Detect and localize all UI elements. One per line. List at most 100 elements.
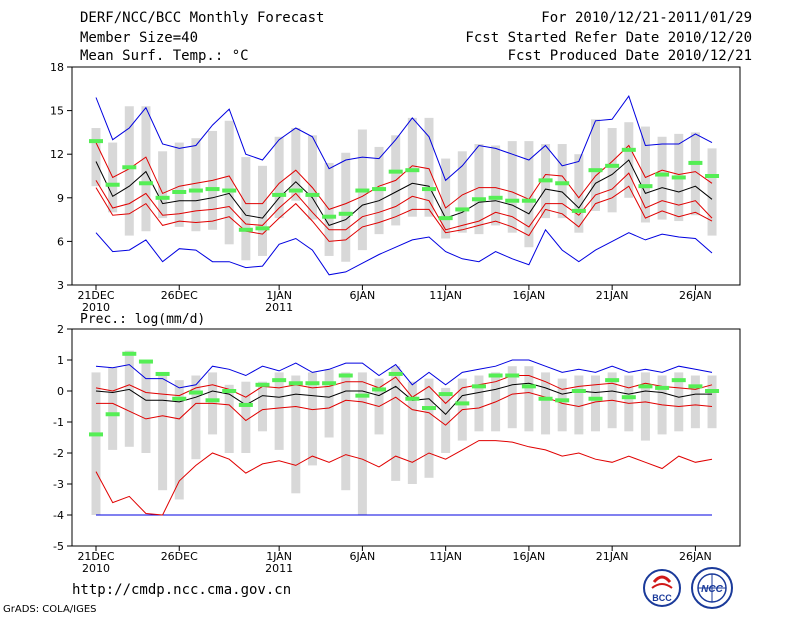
- temp-observed-marker: [172, 189, 187, 194]
- prec-variable-label: Prec.: log(mm/d): [80, 312, 205, 327]
- variable-label: Mean Surf. Temp.: °C: [80, 48, 249, 64]
- prec-x-tick-label: 6JAN: [349, 550, 375, 563]
- temp-panel: 3 6 9 12 15 18 21DEC 26DEC 1JAN 6JAN 11JAN 16JAN 21J…: [50, 61, 741, 314]
- temp-box: [191, 138, 201, 232]
- temp-observed-marker: [405, 168, 420, 173]
- prec-box: [141, 360, 151, 453]
- prec-plot-frame: [71, 328, 741, 547]
- prec-box: [591, 375, 600, 432]
- chart-title: DERF/NCC/BCC Monthly Forecast: [80, 10, 325, 26]
- prec-x-tick-label: 26JAN: [679, 550, 712, 563]
- temp-y-tick-label: 12: [50, 148, 64, 161]
- temp-box: [457, 151, 467, 233]
- temp-observed-marker: [222, 188, 237, 193]
- prec-observed-marker: [505, 373, 520, 378]
- temp-observed-marker: [438, 216, 453, 221]
- temp-observed-marker: [205, 187, 220, 192]
- prec-box: [441, 387, 451, 453]
- prec-observed-marker: [238, 402, 253, 407]
- prec-box: [241, 381, 251, 453]
- prec-box: [690, 375, 700, 429]
- prec-box: [191, 375, 201, 460]
- prec-inner-low-line: [95, 440, 713, 516]
- prec-observed-marker: [621, 395, 636, 400]
- prec-box: [391, 366, 401, 481]
- temp-observed-marker: [705, 174, 720, 178]
- prec-observed-marker: [605, 378, 620, 383]
- prec-y-tick-label: -1: [53, 416, 64, 429]
- prec-box: [640, 372, 650, 441]
- prec-mean-line: [95, 382, 712, 416]
- prec-observed-marker: [372, 387, 387, 392]
- prec-observed-marker: [655, 385, 670, 390]
- temp-box: [690, 132, 700, 216]
- prec-observed-marker: [305, 381, 320, 386]
- bcc-logo-text: BCC: [652, 593, 672, 603]
- prec-observed-marker: [688, 384, 703, 389]
- prec-box: [357, 372, 367, 515]
- prec-box: [307, 372, 317, 466]
- temp-box: [474, 144, 484, 235]
- prec-observed-marker: [255, 382, 270, 387]
- forecast-period-label: For 2010/12/21-2011/01/29: [541, 10, 752, 26]
- temp-observed-marker: [288, 188, 303, 193]
- temp-observed-marker: [605, 163, 620, 168]
- temp-box: [258, 165, 267, 256]
- prec-box: [108, 367, 118, 450]
- prec-upper-line: [95, 375, 713, 405]
- prec-observed-marker: [205, 398, 220, 403]
- temp-box: [274, 136, 284, 219]
- prec-x-tick-label: 26DEC: [161, 550, 198, 563]
- prec-observed-marker: [671, 378, 686, 383]
- temp-box: [291, 128, 301, 201]
- temp-box: [124, 106, 134, 236]
- temp-observed-marker: [138, 181, 153, 186]
- temp-box: [91, 128, 101, 187]
- prec-year-label: 2010: [82, 562, 110, 575]
- temp-observed-marker: [655, 172, 670, 177]
- prec-observed-marker: [222, 389, 237, 393]
- prec-box: [574, 375, 584, 435]
- prec-observed-marker: [521, 384, 536, 389]
- temp-observed-marker: [272, 192, 287, 197]
- prec-box: [158, 372, 168, 491]
- temp-y-tick-label: 3: [57, 279, 64, 292]
- temp-observed-marker: [105, 182, 120, 187]
- grads-credit: GrADS: COLA/IGES: [3, 604, 97, 615]
- prec-x-tick-label: 16JAN: [512, 550, 545, 563]
- temp-box: [424, 117, 434, 217]
- temp-observed-marker: [305, 192, 320, 197]
- produced-date-label: Fcst Produced Date 2010/12/21: [507, 48, 752, 64]
- prec-box: [557, 378, 567, 432]
- prec-observed-marker: [488, 373, 503, 378]
- temp-box: [174, 142, 184, 227]
- temp-x-tick-label: 16JAN: [512, 289, 545, 302]
- prec-box: [341, 372, 351, 491]
- prec-observed-marker: [188, 390, 203, 395]
- temp-box: [491, 145, 501, 226]
- temp-observed-marker: [238, 227, 253, 232]
- temp-x-tick-label: 1JAN: [266, 289, 292, 302]
- temp-box: [507, 141, 517, 233]
- temp-box: [241, 157, 251, 261]
- temp-box: [224, 120, 234, 245]
- temp-box: [707, 148, 717, 236]
- temp-observed-marker: [571, 208, 586, 213]
- temp-box: [657, 136, 667, 220]
- prec-y-tick-label: -3: [53, 478, 64, 491]
- prec-lower-line: [96, 391, 713, 426]
- prec-box: [324, 369, 334, 438]
- prec-observed-marker: [422, 406, 436, 411]
- prec-y-tick-label: 2: [57, 323, 64, 336]
- prec-box: [707, 375, 717, 429]
- source-url[interactable]: http://cmdp.ncc.cma.gov.cn: [72, 582, 292, 598]
- temp-observed-marker: [322, 214, 337, 219]
- temp-plot-frame: [71, 66, 741, 286]
- temp-observed-marker: [355, 188, 370, 193]
- prec-y-tick-label: -2: [53, 447, 64, 460]
- temp-observed-marker: [455, 207, 470, 212]
- temp-observed-marker: [255, 226, 270, 231]
- prec-box: [124, 350, 134, 447]
- temp-observed-marker: [555, 181, 570, 186]
